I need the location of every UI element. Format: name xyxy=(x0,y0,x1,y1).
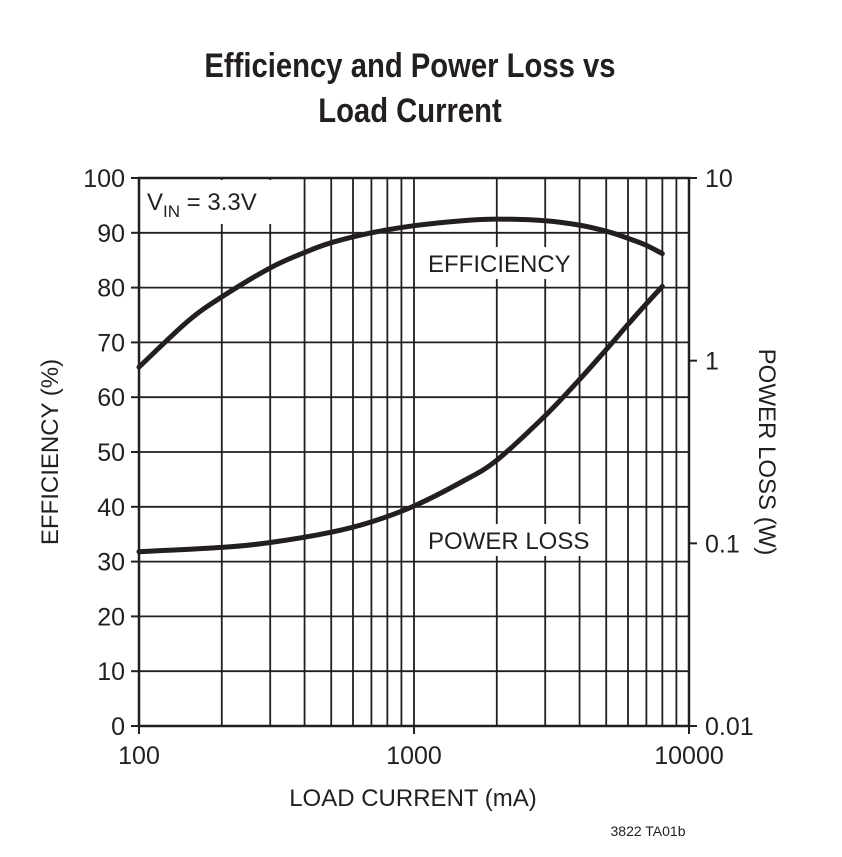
y-left-tick-label: 0 xyxy=(111,713,125,741)
efficiency-curve xyxy=(136,216,665,370)
annotation-text: VIN = 3.3V xyxy=(147,189,257,221)
efficiency-series-label: EFFICIENCY xyxy=(428,251,571,278)
y-left-tick-label: 50 xyxy=(97,439,125,467)
y-left-tick-label: 80 xyxy=(97,275,125,303)
chart-title-line-2: Load Current xyxy=(318,92,502,130)
axis-ticks: 0 10 20 30 40 50 60 70 80 90 100 0.01 0.1 1 10 100 1000 1… xyxy=(83,165,753,770)
y-left-tick-label: 30 xyxy=(97,549,125,577)
power-loss-series-label: POWER LOSS xyxy=(428,528,589,555)
x-tick-label: 100 xyxy=(118,742,160,770)
efficiency-label-bg xyxy=(422,247,572,279)
x-tick-label: 1000 xyxy=(386,742,442,770)
y-left-tick-label: 70 xyxy=(97,329,125,357)
y-left-tick-label: 20 xyxy=(97,603,125,631)
series-curves xyxy=(136,216,665,555)
chart-title-line-1: Efficiency and Power Loss vs xyxy=(204,47,616,85)
y-right-tick-label: 0.1 xyxy=(705,530,740,558)
y-left-tick-label: 10 xyxy=(97,658,125,686)
y-axis-right-label: POWER LOSS (W) xyxy=(753,349,780,556)
y-left-tick-label: 90 xyxy=(97,220,125,248)
power-loss-label-bg xyxy=(422,524,600,556)
y-right-tick-label: 0.01 xyxy=(705,713,754,741)
power-loss-curve xyxy=(136,283,665,555)
figure-code: 3822 TA01b xyxy=(611,823,686,839)
y-left-tick-label: 40 xyxy=(97,494,125,522)
vin-annotation: VIN = 3.3V xyxy=(141,180,273,224)
y-axis-left-label: EFFICIENCY (%) xyxy=(37,359,64,545)
annotation-background xyxy=(141,180,273,224)
x-tick-label: 10000 xyxy=(654,742,724,770)
y-right-tick-label: 1 xyxy=(705,348,719,376)
x-axis-label: LOAD CURRENT (mA) xyxy=(289,785,537,812)
y-left-tick-label: 100 xyxy=(83,165,125,193)
grid xyxy=(139,178,689,726)
y-right-tick-label: 10 xyxy=(705,165,733,193)
y-left-tick-label: 60 xyxy=(97,384,125,412)
